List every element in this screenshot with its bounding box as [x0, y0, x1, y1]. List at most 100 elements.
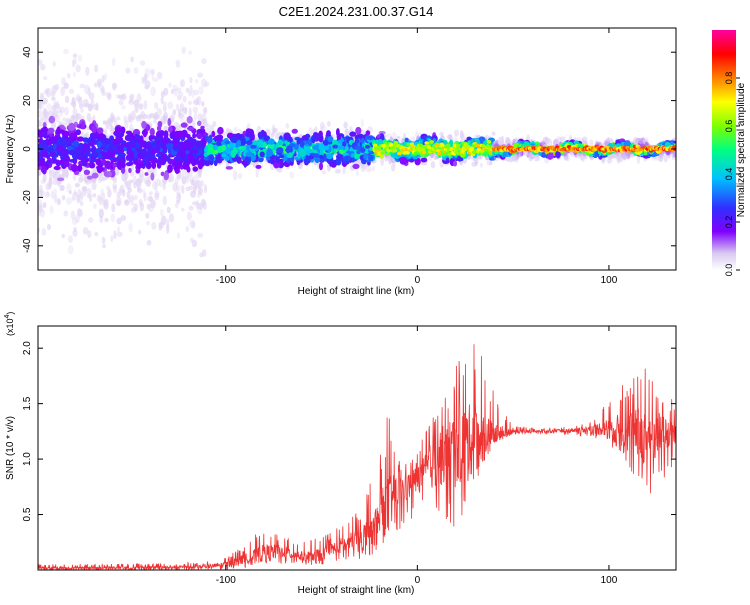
- spectrogram-cell: [240, 137, 247, 146]
- spectrogram-cell: [275, 156, 280, 164]
- spectrogram-cell: [162, 182, 166, 191]
- spectrogram-cell: [203, 117, 208, 127]
- spectrogram-cell: [148, 203, 154, 213]
- spectrogram-cell: [147, 175, 151, 184]
- spectrogram-cell: [192, 132, 197, 139]
- spectrogram-cell: [579, 155, 585, 161]
- spectrogram-cell: [391, 163, 396, 172]
- spectrogram-cell: [143, 177, 150, 185]
- spectrogram-cell: [129, 93, 135, 101]
- spectrogram-cell: [38, 59, 43, 66]
- spectrogram-cell: [299, 140, 305, 148]
- spectrogram-cell: [197, 113, 202, 122]
- spectrogram-cell: [51, 85, 57, 94]
- spectrogram-cell: [345, 136, 353, 141]
- spectrogram-cell: [203, 81, 210, 87]
- spectrogram-cell: [154, 157, 158, 164]
- spectrogram-cell: [490, 156, 497, 161]
- spectrogram-cell: [200, 125, 205, 130]
- spectrogram-cell: [188, 50, 192, 55]
- spectrogram-cell: [203, 201, 207, 211]
- spectrogram-cell: [99, 132, 104, 139]
- spectrogram-cell: [195, 200, 200, 210]
- spectrogram-cell: [350, 153, 355, 158]
- spectrogram-cell: [327, 136, 334, 143]
- spectrogram-cell: [136, 93, 142, 103]
- spectrogram-cell: [122, 188, 126, 197]
- spectrogram-heatmap: [38, 46, 676, 258]
- spectrogram-cell: [466, 136, 471, 141]
- spectrogram-cell: [115, 94, 121, 99]
- spectrogram-cell: [228, 142, 237, 149]
- spectrogram-cell: [124, 182, 129, 188]
- spectrogram-cell: [38, 203, 43, 211]
- spectrogram-cell: [154, 102, 159, 110]
- spectrogram-cell: [129, 123, 134, 133]
- spectrogram-cell: [118, 95, 124, 100]
- spectrogram-cell: [194, 154, 199, 159]
- spectrogram-cell: [72, 173, 77, 181]
- spectrogram-cell: [58, 129, 65, 134]
- spectrogram-cell: [179, 146, 188, 155]
- spectrogram-cell: [95, 102, 99, 112]
- spectrogram-cell: [312, 145, 319, 150]
- spectrogram-cell: [80, 131, 84, 137]
- spectrogram-cell: [202, 121, 209, 128]
- spectrogram-cell: [181, 46, 186, 54]
- spectrogram-cell: [282, 156, 288, 162]
- spectrogram-cell: [305, 155, 310, 164]
- spectrogram-cell: [104, 73, 108, 81]
- spectrogram-cell: [74, 191, 78, 196]
- spectrogram-cell: [279, 158, 284, 163]
- spectrogram-cell: [40, 190, 46, 198]
- spectrogram-cell: [143, 157, 149, 166]
- chart-title: C2E1.2024.231.00.37.G14: [279, 4, 434, 19]
- spectrogram-cell: [110, 125, 114, 135]
- spectrogram-cell: [138, 229, 142, 235]
- spectrogram-cell: [87, 230, 92, 239]
- spectrogram-cell: [63, 82, 69, 90]
- spectrogram-cell: [101, 192, 106, 202]
- spectrogram-cell: [137, 158, 142, 164]
- spectrogram-cell: [308, 127, 313, 137]
- spectrogram-cell: [130, 56, 134, 63]
- spectrogram-cell: [59, 109, 63, 117]
- spectrogram-cell: [175, 103, 180, 112]
- spectrogram-cell: [299, 148, 306, 158]
- spectrogram-cell: [58, 174, 64, 179]
- spectrogram-cell: [367, 135, 375, 141]
- spectrogram-cell: [104, 138, 111, 143]
- spectrogram-cell: [242, 161, 248, 166]
- spectrogram-cell: [97, 127, 104, 134]
- spectrogram-cell: [48, 182, 52, 190]
- spectrogram-cell: [174, 130, 180, 139]
- spectrogram-cell: [202, 132, 209, 137]
- spectrogram-cell: [38, 184, 43, 193]
- spectrogram-cell: [176, 193, 182, 202]
- spectrogram-cell: [143, 100, 148, 110]
- spectrogram-cell: [112, 163, 118, 168]
- spectrogram-cell: [197, 120, 202, 127]
- spectrogram-cell: [80, 108, 84, 113]
- spectrogram-cell: [129, 171, 135, 177]
- spectrogram-cell: [125, 130, 132, 135]
- spectrogram-cell: [663, 153, 669, 163]
- spectrogram-cell: [49, 205, 54, 215]
- spectrogram-cell: [41, 228, 47, 236]
- spectrogram-cell: [296, 159, 301, 166]
- spectrogram-cell: [146, 114, 152, 120]
- spectrogram-cell: [224, 140, 231, 145]
- spectrogram-cell: [78, 176, 83, 184]
- spectrogram-cell: [133, 194, 138, 201]
- spectrogram-cell: [180, 79, 185, 88]
- spectrogram-cell: [193, 89, 199, 96]
- spectrogram-cell: [257, 131, 264, 139]
- spectrogram-cell: [146, 239, 152, 246]
- spectrogram-cell: [255, 173, 259, 178]
- spectrogram-cell: [71, 191, 78, 201]
- spectrogram-cell: [185, 150, 190, 155]
- spectrogram-ridge-cell: [484, 148, 489, 152]
- spectrogram-cell: [96, 78, 103, 87]
- spectrogram-cell: [62, 148, 69, 155]
- spectrogram-cell: [108, 144, 114, 153]
